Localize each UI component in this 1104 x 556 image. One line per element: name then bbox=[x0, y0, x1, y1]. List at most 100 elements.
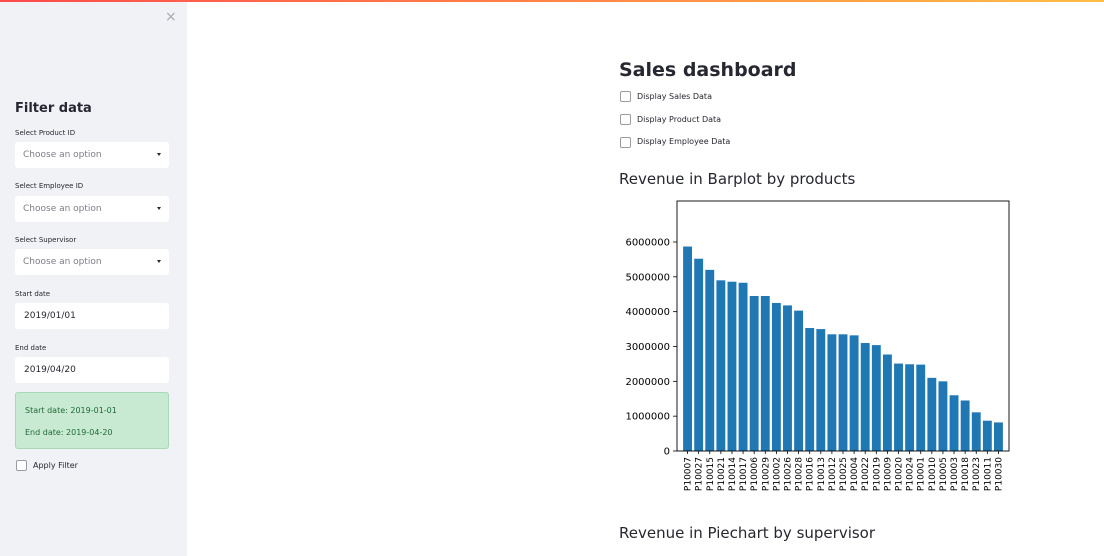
piechart-heading: Revenue in Piechart by supervisor bbox=[619, 524, 876, 542]
x-tick-label: P10014 bbox=[728, 457, 738, 491]
display-sales-label[interactable]: Display Sales Data bbox=[637, 92, 712, 101]
x-tick-label: P10015 bbox=[706, 457, 716, 491]
bar-P10012 bbox=[827, 334, 837, 451]
barplot-heading: Revenue in Barplot by products bbox=[619, 170, 856, 188]
bar-P10029 bbox=[760, 295, 770, 451]
y-tick-label: 1000000 bbox=[625, 412, 670, 423]
bar-P10002 bbox=[771, 302, 781, 451]
bar-P10003 bbox=[949, 395, 959, 451]
bar-P10022 bbox=[860, 343, 870, 451]
bar-P10016 bbox=[805, 328, 815, 451]
display-employee-label[interactable]: Display Employee Data bbox=[637, 137, 731, 146]
bar-P10014 bbox=[727, 281, 737, 451]
x-tick-label: P10018 bbox=[961, 457, 971, 491]
bar-P10005 bbox=[938, 381, 948, 451]
display-employee-checkbox[interactable] bbox=[620, 137, 631, 148]
x-tick-label: P10026 bbox=[783, 457, 793, 491]
bar-P10010 bbox=[927, 377, 937, 451]
y-tick-label: 4000000 bbox=[625, 307, 670, 318]
start-date-label: Start date bbox=[15, 290, 51, 298]
close-icon[interactable]: × bbox=[165, 9, 177, 25]
date-info-box: Start date: 2019-01-01 End date: 2019-04… bbox=[15, 392, 169, 449]
info-start-line: Start date: 2019-01-01 bbox=[25, 406, 117, 415]
x-tick-label: P10003 bbox=[950, 457, 960, 491]
x-tick-label: P10012 bbox=[828, 457, 838, 491]
y-tick-label: 5000000 bbox=[625, 272, 670, 283]
bar-P10004 bbox=[849, 335, 859, 451]
x-tick-label: P10028 bbox=[795, 457, 805, 491]
y-tick-label: 0 bbox=[664, 447, 670, 458]
y-tick-label: 3000000 bbox=[625, 342, 670, 353]
bar-P10026 bbox=[783, 305, 792, 451]
bar-P10018 bbox=[960, 400, 970, 451]
chevron-down-icon bbox=[157, 207, 161, 210]
x-tick-label: P10021 bbox=[717, 457, 727, 491]
apply-filter-checkbox[interactable] bbox=[16, 460, 27, 471]
bar-P10006 bbox=[749, 295, 759, 451]
plot-frame bbox=[676, 200, 1010, 452]
x-tick-label: P10005 bbox=[939, 457, 949, 491]
bar-P10011 bbox=[982, 420, 992, 451]
x-tick-label: P10009 bbox=[883, 457, 893, 491]
supervisor-select-placeholder: Choose an option bbox=[23, 257, 102, 267]
end-date-label: End date bbox=[15, 344, 47, 352]
x-tick-label: P10007 bbox=[684, 457, 694, 491]
bar-P10001 bbox=[916, 364, 926, 451]
x-tick-label: P10024 bbox=[906, 457, 916, 491]
start-date-value: 2019/01/01 bbox=[24, 311, 76, 321]
bar-P10013 bbox=[816, 329, 826, 451]
display-sales-checkbox[interactable] bbox=[620, 91, 631, 102]
chevron-down-icon bbox=[157, 153, 161, 156]
y-tick-label: 2000000 bbox=[625, 377, 670, 388]
supervisor-select[interactable]: Choose an option bbox=[15, 249, 169, 275]
supervisor-label: Select Supervisor bbox=[15, 236, 77, 244]
chevron-down-icon bbox=[157, 260, 161, 263]
x-tick-label: P10002 bbox=[772, 457, 782, 491]
bar-P10024 bbox=[905, 364, 915, 451]
bar-P10025 bbox=[838, 334, 848, 451]
apply-filter-label[interactable]: Apply Filter bbox=[33, 461, 78, 470]
y-tick-label: 6000000 bbox=[625, 238, 670, 249]
x-tick-label: P10023 bbox=[972, 457, 982, 491]
bar-P10028 bbox=[794, 310, 804, 451]
info-end-line: End date: 2019-04-20 bbox=[25, 428, 113, 437]
product-select-placeholder: Choose an option bbox=[23, 150, 102, 160]
bar-P10007 bbox=[683, 246, 692, 451]
x-tick-label: P10030 bbox=[994, 457, 1004, 491]
sidebar: × Filter data Select Product ID Choose a… bbox=[0, 2, 187, 556]
employee-select-placeholder: Choose an option bbox=[23, 204, 102, 214]
bar-P10020 bbox=[894, 363, 903, 451]
display-product-label[interactable]: Display Product Data bbox=[637, 115, 722, 124]
product-label: Select Product ID bbox=[15, 129, 76, 137]
end-date-input[interactable]: 2019/04/20 bbox=[15, 357, 169, 383]
bar-P10009 bbox=[882, 354, 892, 451]
product-select[interactable]: Choose an option bbox=[15, 142, 169, 168]
x-tick-label: P10006 bbox=[750, 457, 760, 491]
bar-P10015 bbox=[705, 269, 715, 451]
top-decoration-bar bbox=[0, 0, 1104, 2]
x-tick-label: P10010 bbox=[928, 457, 938, 491]
bar-P10019 bbox=[871, 345, 881, 451]
x-tick-label: P10029 bbox=[761, 457, 771, 491]
end-date-value: 2019/04/20 bbox=[24, 365, 76, 375]
bar-P10021 bbox=[716, 280, 726, 451]
employee-label: Select Employee ID bbox=[15, 182, 84, 190]
bar-P10023 bbox=[971, 412, 981, 451]
bar-P10027 bbox=[694, 258, 704, 451]
x-tick-label: P10011 bbox=[983, 457, 993, 491]
x-tick-label: P10025 bbox=[839, 457, 849, 491]
display-product-checkbox[interactable] bbox=[620, 114, 631, 125]
x-tick-label: P10001 bbox=[917, 457, 927, 491]
employee-select[interactable]: Choose an option bbox=[15, 196, 169, 222]
bar-P10030 bbox=[994, 422, 1003, 451]
start-date-input[interactable]: 2019/01/01 bbox=[15, 303, 169, 329]
x-tick-label: P10016 bbox=[806, 457, 816, 491]
x-tick-label: P10004 bbox=[850, 457, 860, 491]
x-tick-label: P10020 bbox=[895, 457, 905, 491]
sidebar-title: Filter data bbox=[15, 101, 92, 116]
page-title: Sales dashboard bbox=[619, 59, 797, 81]
x-tick-label: P10019 bbox=[872, 457, 882, 491]
bar-P10017 bbox=[738, 282, 748, 451]
x-tick-label: P10013 bbox=[817, 457, 827, 491]
x-tick-label: P10027 bbox=[695, 457, 705, 491]
